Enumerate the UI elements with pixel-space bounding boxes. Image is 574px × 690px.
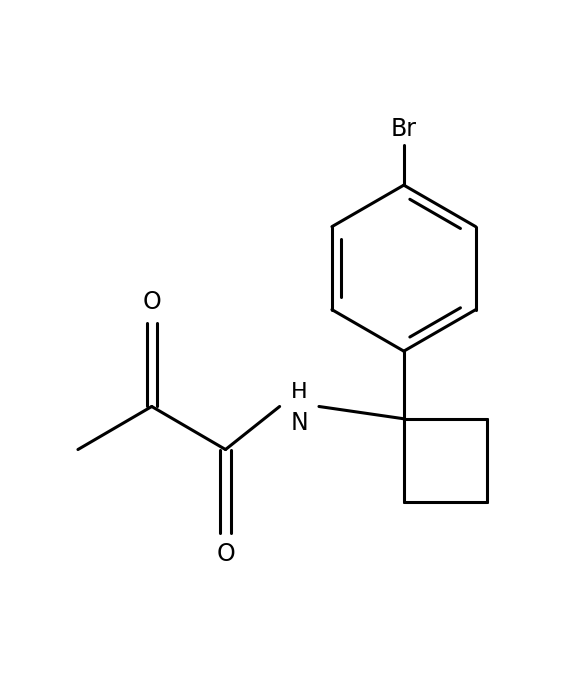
Text: N: N (290, 411, 308, 435)
Text: O: O (216, 542, 235, 566)
Text: H: H (291, 382, 308, 402)
Text: O: O (142, 290, 161, 314)
Text: Br: Br (391, 117, 417, 141)
